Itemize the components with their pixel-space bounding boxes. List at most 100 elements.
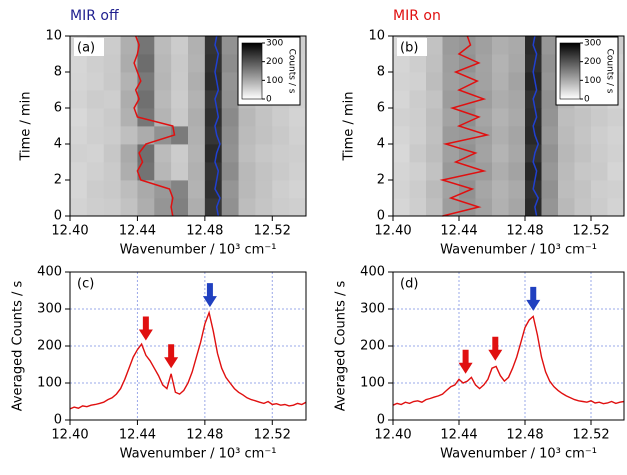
heatmap-cell (154, 54, 172, 73)
heatmap-cell (221, 126, 239, 145)
heatmap-cell (255, 180, 273, 199)
heatmap-cell (188, 180, 206, 199)
heatmap-cell (541, 198, 559, 217)
heatmap-cell (541, 180, 559, 199)
heatmap-cell (508, 108, 526, 127)
heatmap-cell (70, 144, 88, 163)
heatmap-cell (558, 126, 575, 145)
y-tick-label: 4 (54, 137, 62, 152)
heatmap-cell (204, 72, 223, 91)
y-tick-label: 6 (377, 101, 385, 116)
heatmap-cell (221, 198, 239, 217)
heatmap-cell (255, 198, 273, 217)
heatmap-cell (120, 162, 138, 181)
heatmap-cell (525, 108, 542, 127)
heatmap-cell (86, 162, 105, 181)
heatmap-cell (492, 126, 509, 145)
heatmap-cell (238, 180, 256, 199)
heatmap-cell (574, 180, 592, 199)
heatmap-cell (238, 144, 256, 163)
y-axis-label: Time / min (19, 92, 34, 162)
heatmap-cell (393, 126, 410, 145)
heatmap-cell (120, 36, 138, 55)
heatmap-cell (426, 144, 443, 163)
heatmap-cell (607, 144, 625, 163)
heatmap-cell (541, 72, 559, 91)
heatmap-cell (137, 90, 155, 109)
y-tick-label: 300 (360, 302, 385, 317)
y-tick-label: 300 (37, 302, 62, 317)
heatmap-cell (492, 72, 509, 91)
y-tick-label: 10 (45, 29, 62, 44)
heatmap-cell (541, 144, 559, 163)
panel-label-bg (397, 38, 427, 56)
heatmap-cell (492, 180, 509, 199)
heatmap-cell (426, 72, 443, 91)
heatmap-cell (409, 72, 427, 91)
heatmap-cell (120, 72, 138, 91)
heatmap-cell (442, 90, 460, 109)
heatmap-cell (86, 144, 105, 163)
x-tick-label: 12.48 (186, 428, 223, 443)
heatmap-cell (171, 90, 189, 109)
x-tick-label: 12.52 (572, 428, 609, 443)
heatmap-cell (103, 180, 121, 199)
heatmap-cell (137, 162, 155, 181)
heatmap-cell (426, 54, 443, 73)
heatmap-cell (289, 162, 307, 181)
heatmap-cell (426, 126, 443, 145)
plot-frame (392, 35, 625, 217)
heatmap-cell (289, 180, 307, 199)
arrow (526, 286, 541, 311)
heatmap-cell (442, 126, 460, 145)
y-tick-label: 0 (377, 209, 385, 224)
heatmap-cell (409, 162, 427, 181)
heatmap-cell (393, 54, 410, 73)
heatmap-cell (272, 108, 290, 127)
colorbar-tick-label: 200 (266, 57, 283, 67)
heatmap-cell (154, 90, 172, 109)
heatmap-cell (459, 54, 476, 73)
heatmap-cell (409, 126, 427, 145)
heatmap-cell (86, 198, 105, 217)
heatmap-cell (137, 198, 155, 217)
heatmap-cell (508, 198, 526, 217)
colorbar-tick-label: 100 (584, 76, 601, 86)
arrow (138, 316, 153, 341)
heatmap-cell (459, 162, 476, 181)
heatmap-cell (393, 90, 410, 109)
heatmap-cell (525, 198, 542, 217)
heatmap-cell (393, 180, 410, 199)
heatmap-cell (255, 126, 273, 145)
trace-line (214, 35, 221, 217)
heatmap-cell (204, 90, 223, 109)
heatmap-cell (492, 36, 509, 55)
heatmap-cell (272, 180, 290, 199)
colorbar-label: Counts / s (605, 49, 615, 94)
heatmap-cell (188, 72, 206, 91)
y-axis-label: Time / min (342, 92, 357, 162)
y-tick-label: 4 (377, 137, 385, 152)
heatmap-cell (171, 180, 189, 199)
heatmap-cell (221, 36, 239, 55)
heatmap-cell (120, 180, 138, 199)
heatmap-cell (541, 162, 559, 181)
heatmap-cell (188, 36, 206, 55)
heatmap-cell (426, 180, 443, 199)
heatmap-cell (409, 180, 427, 199)
heatmap-cell (171, 162, 189, 181)
arrow (488, 336, 503, 361)
heatmap-cell (171, 198, 189, 217)
heatmap-cell (238, 198, 256, 217)
heatmap-cell (409, 54, 427, 73)
heatmap-cell (86, 72, 105, 91)
heatmap-cell (272, 126, 290, 145)
spectrum-line (392, 315, 625, 406)
heatmap-cell (475, 36, 493, 55)
heatmap-cell (221, 180, 239, 199)
heatmap-cell (426, 90, 443, 109)
colorbar-tick-label: 200 (584, 57, 601, 67)
heatmap-cell (541, 36, 559, 55)
heatmap-cell (475, 54, 493, 73)
heatmap-cell (255, 162, 273, 181)
